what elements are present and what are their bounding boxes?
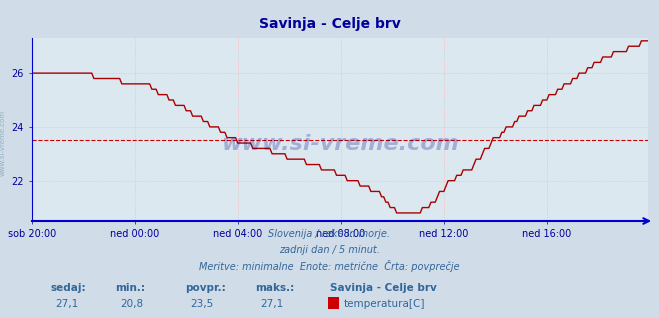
Text: www.si-vreme.com: www.si-vreme.com bbox=[0, 110, 6, 176]
Text: temperatura[C]: temperatura[C] bbox=[344, 299, 426, 309]
Text: Savinja - Celje brv: Savinja - Celje brv bbox=[258, 17, 401, 31]
Text: Slovenija / reke in morje.: Slovenija / reke in morje. bbox=[268, 229, 391, 239]
Text: zadnji dan / 5 minut.: zadnji dan / 5 minut. bbox=[279, 245, 380, 255]
Text: 27,1: 27,1 bbox=[260, 299, 283, 309]
Text: 27,1: 27,1 bbox=[55, 299, 78, 309]
Text: povpr.:: povpr.: bbox=[185, 283, 226, 293]
Text: min.:: min.: bbox=[115, 283, 145, 293]
Text: 20,8: 20,8 bbox=[120, 299, 143, 309]
Text: www.si-vreme.com: www.si-vreme.com bbox=[221, 134, 459, 154]
Text: maks.:: maks.: bbox=[255, 283, 295, 293]
Text: sedaj:: sedaj: bbox=[50, 283, 86, 293]
Text: 23,5: 23,5 bbox=[190, 299, 214, 309]
Text: Savinja - Celje brv: Savinja - Celje brv bbox=[330, 283, 436, 293]
Text: Meritve: minimalne  Enote: metrične  Črta: povprečje: Meritve: minimalne Enote: metrične Črta:… bbox=[199, 259, 460, 272]
